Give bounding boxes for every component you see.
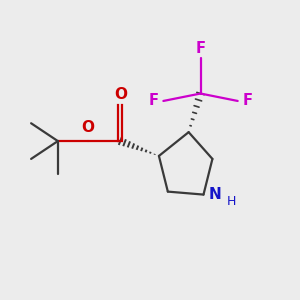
Text: F: F: [242, 93, 252, 108]
Text: O: O: [81, 119, 94, 134]
Text: N: N: [209, 187, 222, 202]
Text: F: F: [196, 41, 206, 56]
Text: F: F: [149, 93, 159, 108]
Text: O: O: [114, 87, 127, 102]
Text: H: H: [227, 195, 236, 208]
